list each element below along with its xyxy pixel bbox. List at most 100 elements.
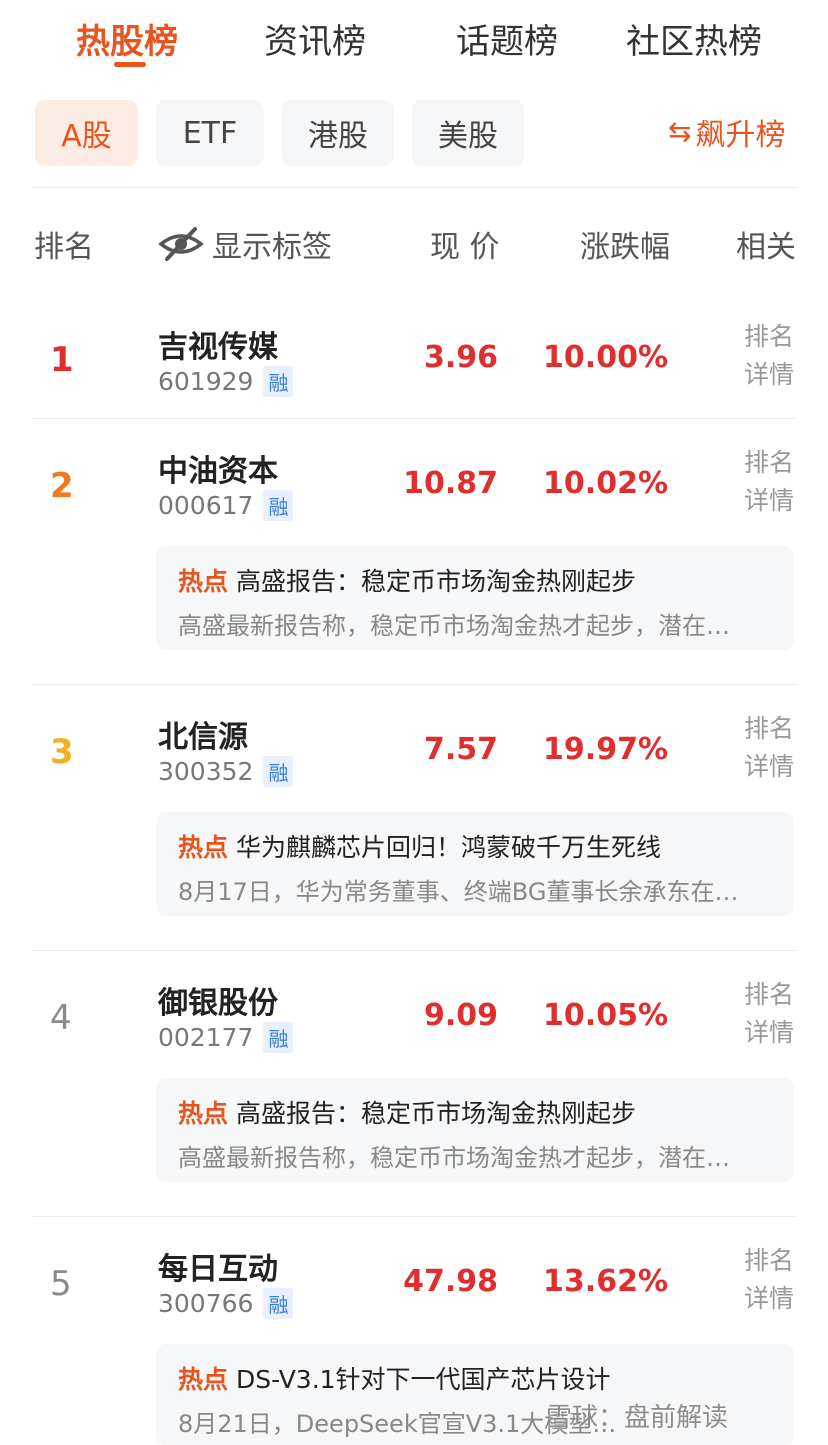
rank-detail-link[interactable]: 排名 详情: [744, 976, 800, 1052]
hot-tag: 热点: [178, 1099, 229, 1128]
hot-news-card[interactable]: 热点 华为麒麟芯片回归！鸿蒙破千万生死线 8月17日，华为常务董事、终端BG董事长…: [156, 812, 794, 916]
divider: [32, 684, 796, 685]
stock-price: 10.87: [403, 466, 498, 501]
divider: [32, 418, 796, 419]
hot-news-title: 华为麒麟芯片回归！鸿蒙破千万生死线: [236, 833, 662, 862]
hot-news-desc: 高盛最新报告称，稳定币市场淘金热才起步，潜在…: [178, 1144, 730, 1172]
margin-badge: 融: [263, 756, 294, 787]
top-tab-bar: 热股榜 资讯榜 话题榜 社区热榜: [0, 0, 828, 80]
rank-detail-link[interactable]: 排名 详情: [744, 1242, 800, 1318]
rank-number: 1: [50, 340, 74, 380]
hot-news-title-line: 热点 华为麒麟芯片回归！鸿蒙破千万生死线: [178, 828, 794, 864]
hot-news-title: 高盛报告：稳定币市场淘金热刚起步: [236, 567, 637, 596]
stock-change: 10.00%: [543, 340, 668, 375]
rank-detail-line1: 排名: [744, 322, 795, 351]
divider: [32, 1216, 796, 1217]
rank-detail-line2: 详情: [744, 1284, 795, 1313]
stock-code: 002177: [158, 1023, 254, 1052]
hot-news-card[interactable]: 热点 高盛报告：稳定币市场淘金热刚起步 高盛最新报告称，稳定币市场淘金热才起步，潜…: [156, 546, 794, 650]
active-tab-indicator: [114, 62, 146, 67]
stock-change: 19.97%: [543, 732, 668, 767]
rank-detail-link[interactable]: 排名 详情: [744, 710, 800, 786]
stock-price: 47.98: [403, 1264, 498, 1299]
rank-number: 2: [50, 466, 74, 506]
divider: [32, 950, 796, 951]
hot-news-desc: 高盛最新报告称，稳定币市场淘金热才起步，潜在…: [178, 612, 730, 640]
stock-row[interactable]: 2 中油资本 000617 融 10.87 10.02% 排名 详情 热点 高盛报…: [0, 418, 828, 684]
stock-name: 吉视传媒: [158, 330, 278, 365]
show-tags-toggle[interactable]: 显示标签: [158, 222, 332, 266]
rank-number: 4: [50, 998, 72, 1038]
rank-detail-line2: 详情: [744, 486, 795, 515]
market-chip-a-share[interactable]: A股: [35, 100, 138, 166]
column-change[interactable]: 涨跌幅: [580, 230, 670, 265]
stock-price: 9.09: [423, 998, 498, 1033]
swap-arrows-icon: ⇆: [668, 115, 692, 148]
margin-badge: 融: [263, 490, 294, 521]
hot-news-card[interactable]: 热点 高盛报告：稳定币市场淘金热刚起步 高盛最新报告称，稳定币市场淘金热才起步，潜…: [156, 1078, 794, 1182]
hot-tag: 热点: [178, 833, 229, 862]
rank-detail-line1: 排名: [744, 980, 795, 1009]
hot-news-title-line: 热点 高盛报告：稳定币市场淘金热刚起步: [178, 562, 794, 598]
show-tags-label: 显示标签: [212, 230, 332, 265]
stock-code: 000617: [158, 491, 254, 520]
hot-news-title-line: 热点 高盛报告：稳定币市场淘金热刚起步: [178, 1094, 794, 1130]
rising-list-label: 飙升榜: [695, 118, 786, 153]
watermark: 雪球：盘前解读: [546, 1403, 729, 1433]
column-rank: 排名: [34, 230, 94, 265]
rising-list-link[interactable]: ⇆ 飙升榜: [668, 110, 785, 154]
stock-name: 御银股份: [158, 986, 278, 1021]
rank-detail-line1: 排名: [744, 448, 795, 477]
column-related: 相关: [736, 230, 796, 265]
stock-price: 7.57: [423, 732, 498, 767]
tab-topics[interactable]: 话题榜: [456, 22, 558, 62]
eye-off-icon: [158, 226, 204, 262]
stock-change: 10.02%: [543, 466, 668, 501]
stock-row[interactable]: 3 北信源 300352 融 7.57 19.97% 排名 详情 热点 华为麒麟芯…: [0, 684, 828, 950]
stock-code-group: 300352 融: [158, 756, 294, 787]
tab-community[interactable]: 社区热榜: [626, 22, 762, 62]
stock-row[interactable]: 4 御银股份 002177 融 9.09 10.05% 排名 详情 热点 高盛报告…: [0, 950, 828, 1216]
stock-code-group: 601929 融: [158, 366, 294, 397]
rank-detail-line1: 排名: [744, 1246, 795, 1275]
hot-tag: 热点: [178, 567, 229, 596]
stock-code: 601929: [158, 367, 254, 396]
column-price[interactable]: 现 价: [430, 230, 500, 265]
stock-code-group: 300766 融: [158, 1288, 294, 1319]
stock-row[interactable]: 5 每日互动 300766 融 47.98 13.62% 排名 详情 热点 DS-…: [0, 1216, 828, 1445]
stock-code: 300352: [158, 757, 254, 786]
stock-change: 10.05%: [543, 998, 668, 1033]
stock-code-group: 000617 融: [158, 490, 294, 521]
stock-code: 300766: [158, 1289, 254, 1318]
rank-detail-link[interactable]: 排名 详情: [744, 444, 800, 520]
rank-detail-line2: 详情: [744, 360, 795, 389]
hot-news-card[interactable]: 热点 DS-V3.1针对下一代国产芯片设计 8月21日，DeepSeek官宣V3.…: [156, 1344, 794, 1445]
hot-tag: 热点: [178, 1365, 229, 1394]
stock-name: 北信源: [158, 720, 248, 755]
stock-row[interactable]: 1 吉视传媒 601929 融 3.96 10.00% 排名 详情: [0, 300, 828, 418]
rank-number: 3: [50, 732, 74, 772]
stock-change: 13.62%: [543, 1264, 668, 1299]
divider: [32, 187, 796, 188]
hot-news-title: 高盛报告：稳定币市场淘金热刚起步: [236, 1099, 637, 1128]
market-chip-us[interactable]: 美股: [412, 100, 524, 166]
rank-detail-line2: 详情: [744, 1018, 795, 1047]
rank-detail-line1: 排名: [744, 714, 795, 743]
market-chip-hk[interactable]: 港股: [282, 100, 394, 166]
tab-news[interactable]: 资讯榜: [264, 22, 366, 62]
rank-detail-line2: 详情: [744, 752, 795, 781]
stock-price: 3.96: [423, 340, 498, 375]
tab-hot-stocks[interactable]: 热股榜: [76, 22, 178, 62]
margin-badge: 融: [263, 1288, 294, 1319]
stock-name: 每日互动: [158, 1252, 278, 1287]
hot-news-desc: 8月17日，华为常务董事、终端BG董事长余承东在…: [178, 878, 739, 906]
margin-badge: 融: [263, 1022, 294, 1053]
rank-detail-link[interactable]: 排名 详情: [744, 318, 800, 394]
hot-news-title: DS-V3.1针对下一代国产芯片设计: [236, 1365, 611, 1394]
market-chip-etf[interactable]: ETF: [156, 100, 264, 166]
stock-code-group: 002177 融: [158, 1022, 294, 1053]
stock-name: 中油资本: [158, 454, 278, 489]
margin-badge: 融: [263, 366, 294, 397]
rank-number: 5: [50, 1264, 72, 1304]
hot-news-title-line: 热点 DS-V3.1针对下一代国产芯片设计: [178, 1360, 794, 1396]
